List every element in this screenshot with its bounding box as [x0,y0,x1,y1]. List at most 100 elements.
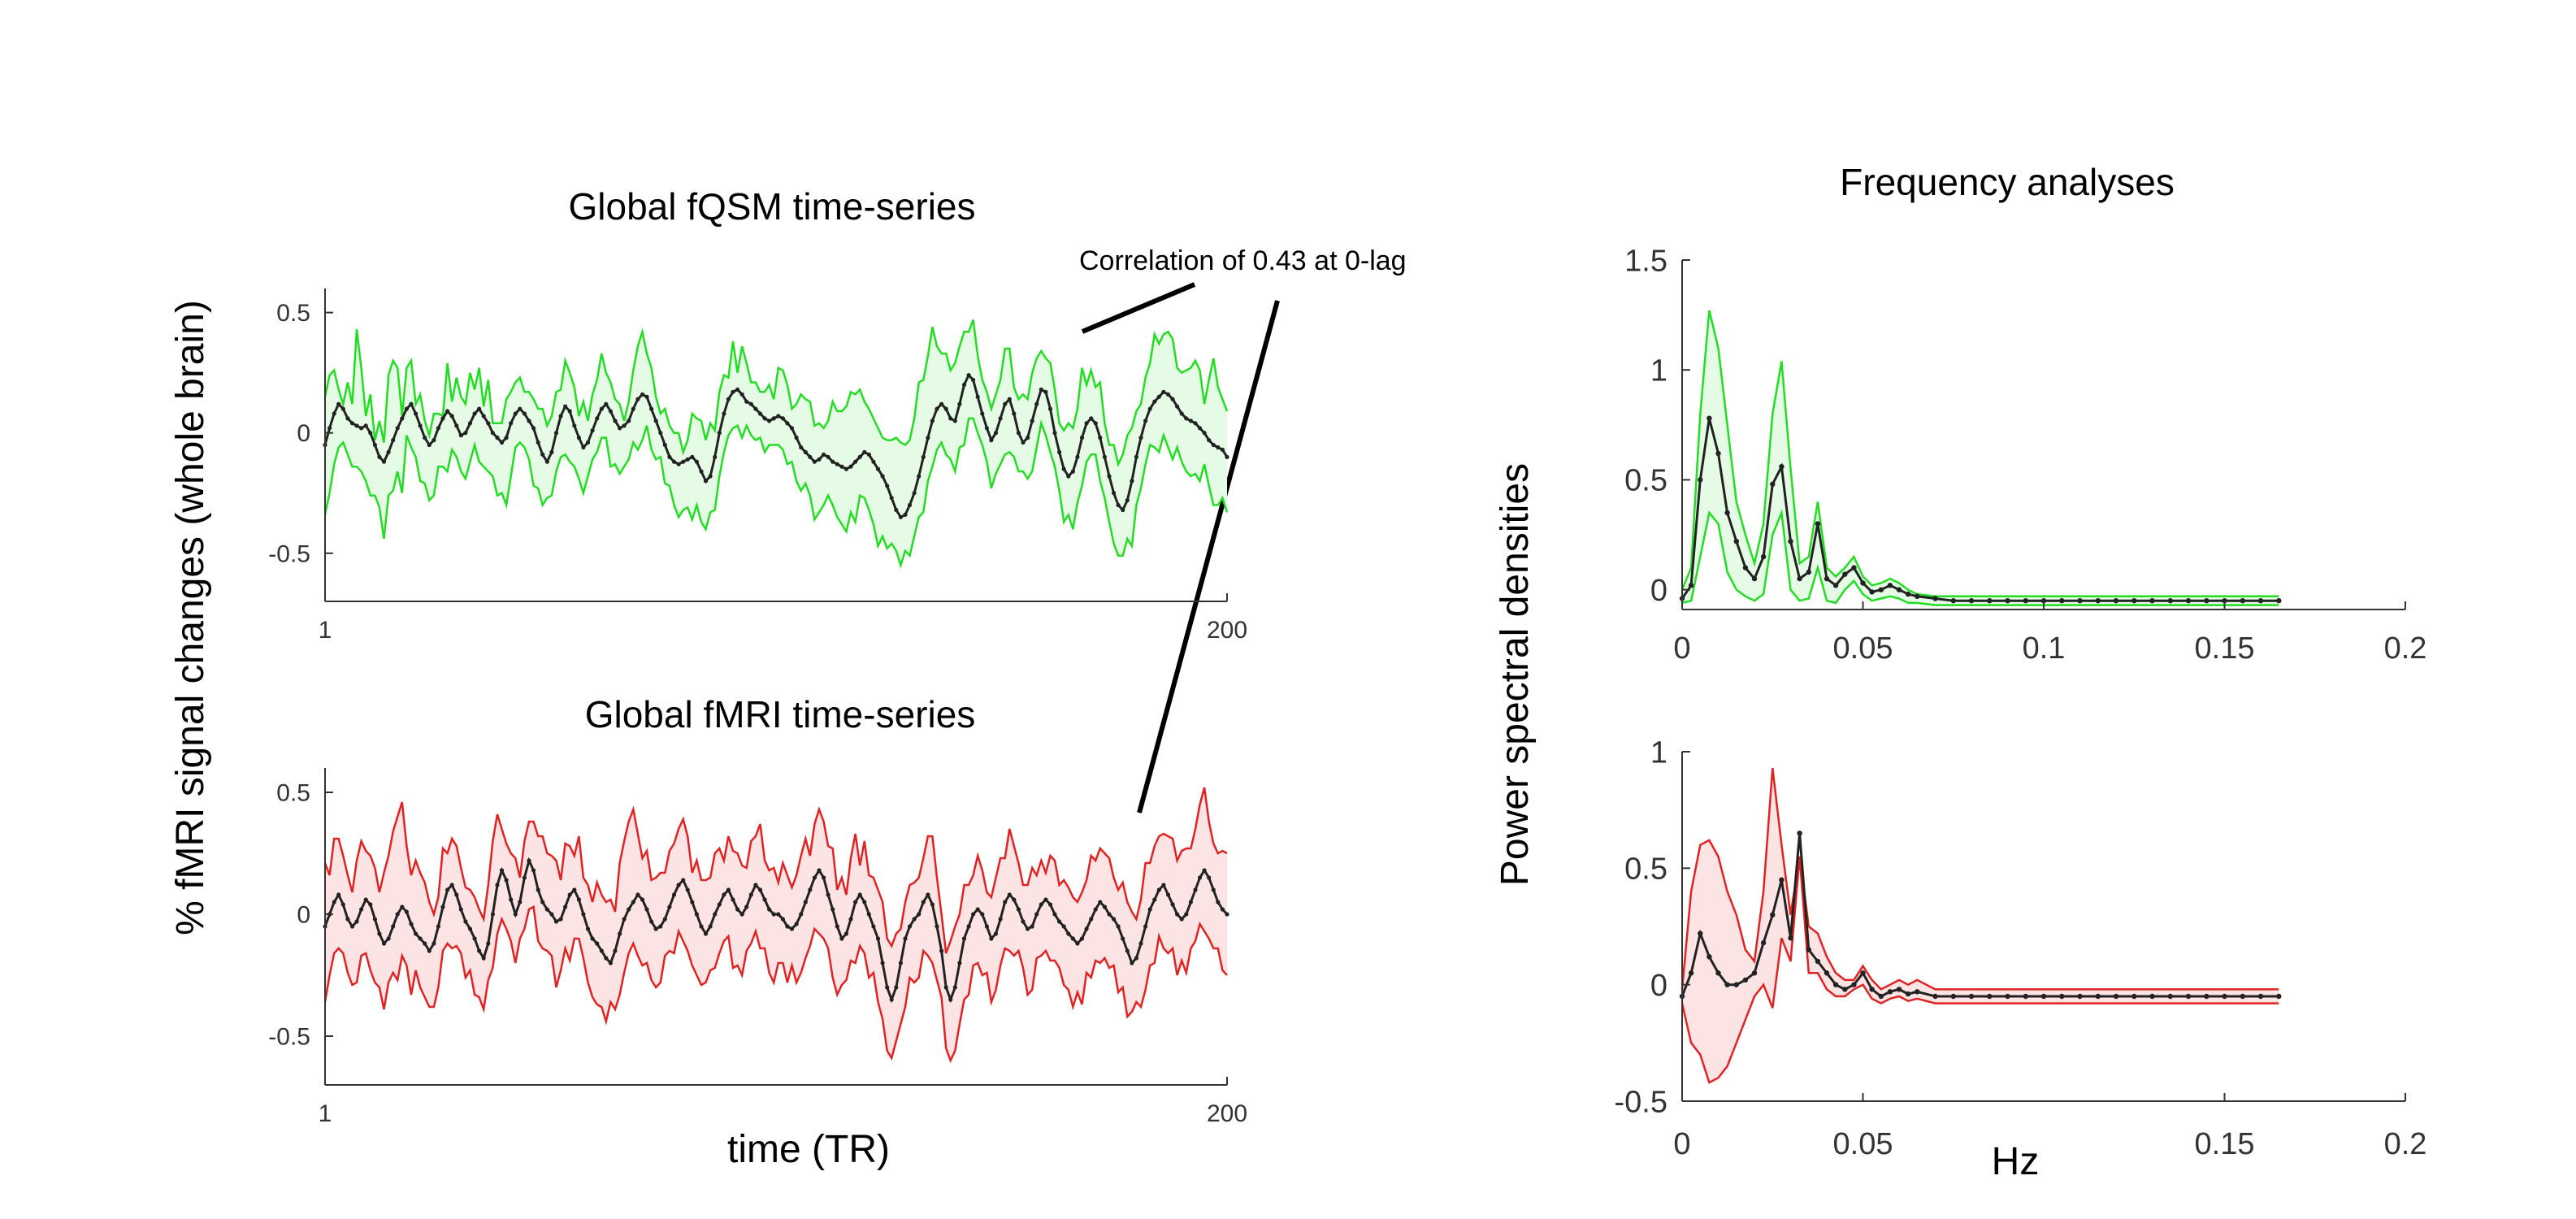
mean-point [880,474,885,479]
mean-point [1003,401,1008,406]
x-tick-label: 0.05 [1833,631,1893,666]
mean-point [971,377,976,383]
mean-point [1098,900,1103,904]
mean-point [794,922,799,926]
y-tick-label: 0 [1650,574,1667,608]
mean-point [1165,892,1171,897]
mean-point [377,454,382,459]
mean-point [1007,892,1012,897]
mean-point [2005,993,2010,1000]
mean-point [1021,919,1026,924]
mean-point [1079,436,1085,440]
mean-point [903,512,908,518]
mean-point [368,431,373,436]
mean-point [894,985,899,990]
mean-point [1112,917,1117,922]
mean-point [509,897,514,902]
mean-point [631,406,635,411]
mean-point [1084,421,1089,426]
mean-point [572,887,577,892]
mean-point [359,426,364,431]
mean-point [857,454,862,459]
mean-point [1066,474,1071,479]
mean-point [395,426,400,431]
mean-point [753,406,758,411]
mean-point [875,936,881,941]
mean-point [400,904,405,909]
mean-point [1116,924,1121,929]
mean-point [1138,436,1143,440]
x-tick-label: 0.2 [2384,631,2427,666]
mean-point [1175,912,1180,917]
mean-point [1733,982,1739,987]
mean-point [423,941,427,946]
mean-point [1842,987,1848,992]
mean-point [458,433,463,438]
mean-point [618,426,622,431]
mean-point [722,411,726,416]
mean-point [1806,569,1811,575]
mean-point [898,961,903,965]
mean-point [427,442,432,448]
x-tick-label: 0.2 [2384,1127,2427,1161]
series-lower-line [323,905,1228,1064]
mean-point [971,912,976,917]
mean-point [368,902,373,907]
mean-point [826,892,830,897]
mean-point [1093,907,1098,912]
mean-point [980,411,985,416]
mean-point [2222,993,2227,1000]
mean-point [1688,970,1694,976]
mean-point [998,917,1003,922]
mean-point [544,907,549,912]
mean-point [989,438,994,443]
mean-point [771,416,776,421]
mean-point [1216,900,1221,904]
mean-point [1130,961,1134,965]
mean-point [495,883,500,887]
mean-point [930,902,935,907]
mean-point [1039,387,1043,392]
y-tick-label: 0.5 [1624,852,1667,887]
mean-point [1102,454,1107,459]
mean-point [744,904,749,909]
chart-title: Global fQSM time-series [568,185,975,228]
mean-point [880,961,885,965]
mean-point [590,428,595,433]
mean-point [789,426,795,431]
mean-point [445,409,450,414]
mean-point [1216,445,1221,450]
mean-point [907,502,913,508]
mean-point [835,924,839,929]
mean-point [843,931,849,936]
mean-point [685,457,690,462]
mean-point [531,868,536,873]
mean-point [1112,491,1117,496]
mean-point [409,401,414,406]
mean-point [713,454,718,459]
mean-point [898,514,903,519]
x-tick-label: 0.05 [1833,1127,1893,1161]
mean-point [1806,947,1811,952]
mean-point [1878,993,1884,1000]
mean-point [735,907,740,912]
mean-point [1878,587,1884,592]
series-lower-line [1681,509,2279,606]
mean-point [2167,598,2173,604]
mean-point [1797,831,1802,836]
mean-point [1225,454,1229,459]
mean-point [627,419,631,423]
mean-point [2276,993,2282,1000]
mean-point [418,936,423,941]
mean-point [395,912,400,917]
mean-point [332,900,336,904]
mean-point [2113,598,2119,604]
mean-point [839,936,844,941]
mean-point [595,416,600,421]
mean-point [1751,970,1758,976]
mean-point [1047,406,1053,411]
mean-point [875,466,881,471]
annotation-pointer-top [1081,282,1196,334]
mean-point [862,900,867,904]
mean-point [1760,939,1767,946]
